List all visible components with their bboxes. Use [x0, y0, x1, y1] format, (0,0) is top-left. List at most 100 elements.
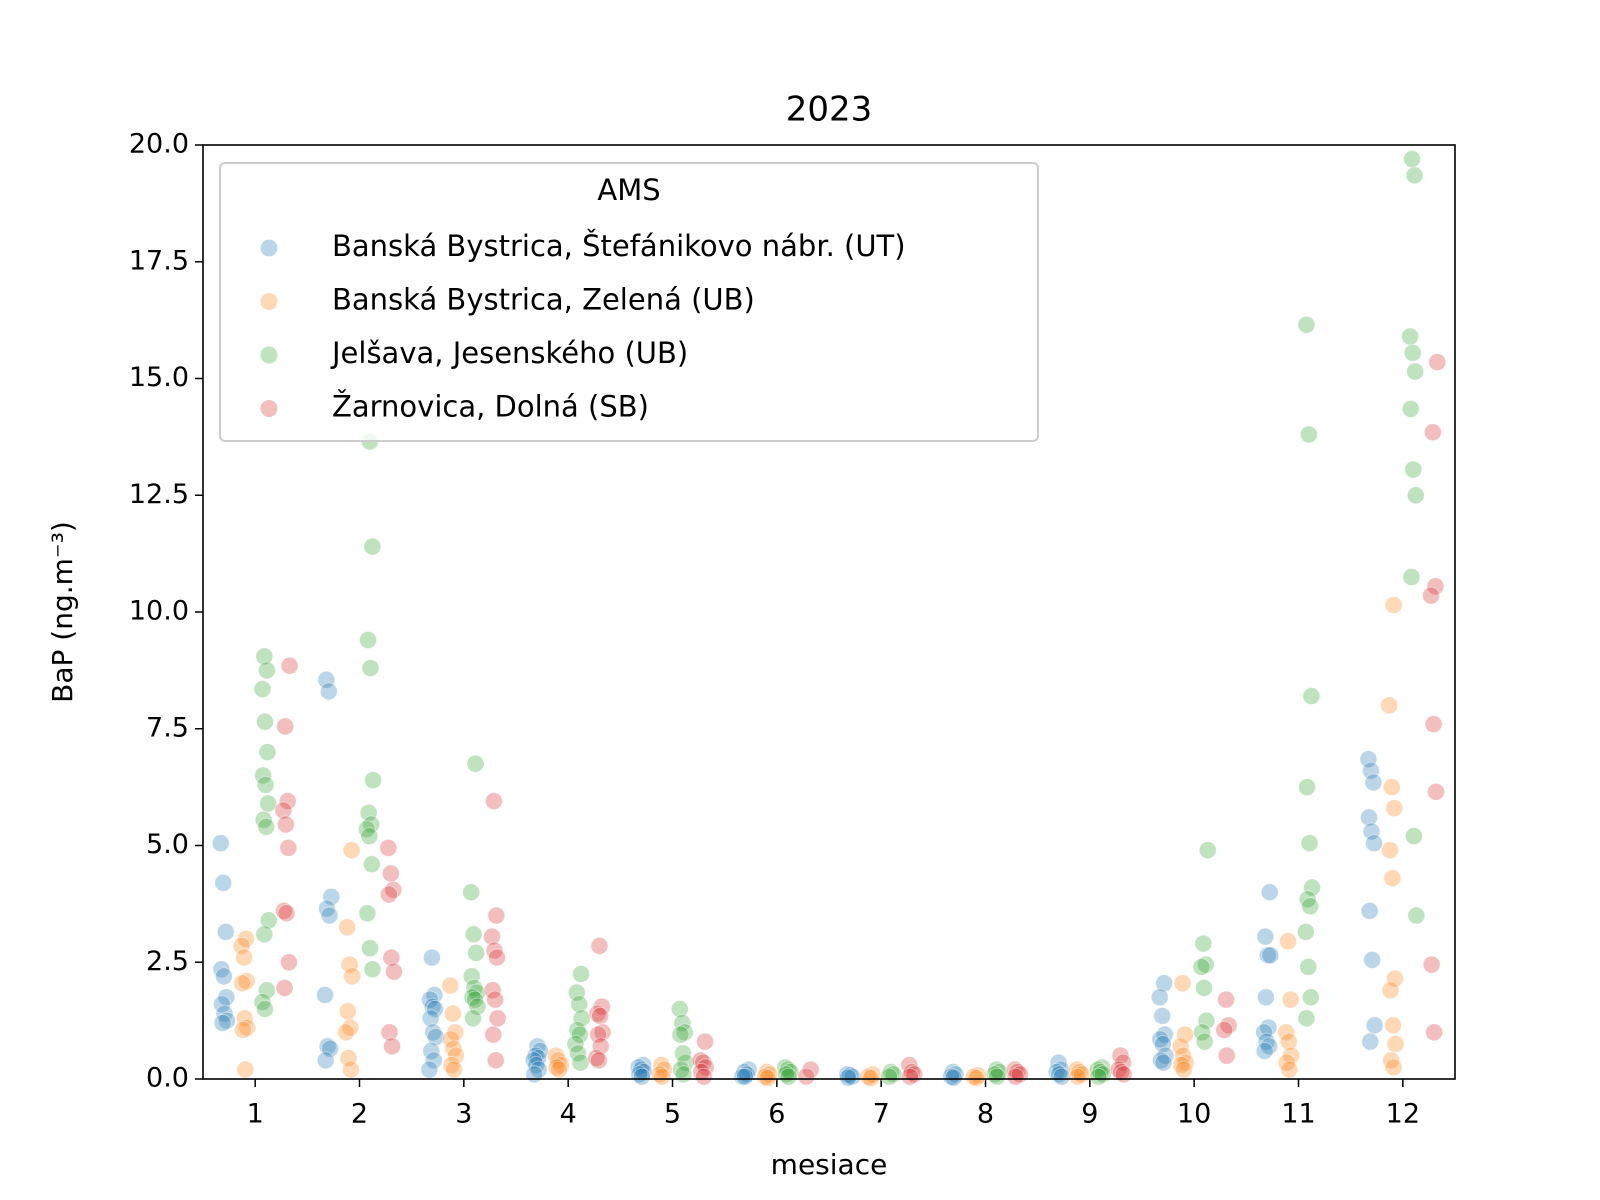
point: [1172, 1056, 1191, 1074]
x-tick-label: 11: [1281, 1099, 1315, 1130]
x-tick-label: 1: [247, 1099, 264, 1130]
point: [340, 955, 359, 974]
point: [570, 995, 589, 1014]
point: [588, 1004, 607, 1023]
point: [256, 775, 275, 794]
point: [256, 712, 274, 731]
point: [321, 1039, 339, 1058]
point: [1088, 1060, 1107, 1079]
chart-title: 2023: [786, 90, 873, 130]
point: [692, 1063, 711, 1081]
point: [363, 960, 382, 979]
point: [257, 817, 276, 836]
point: [1404, 827, 1423, 846]
point: [275, 979, 294, 997]
point: [424, 1023, 443, 1042]
x-tick-label: 12: [1386, 1099, 1420, 1130]
y-tick-label: 20.0: [129, 129, 189, 160]
point: [486, 990, 505, 1009]
point: [988, 1067, 1007, 1086]
point: [1197, 1011, 1216, 1030]
point: [343, 967, 362, 986]
point: [589, 1051, 608, 1070]
point: [1386, 1035, 1405, 1053]
point: [1111, 1046, 1130, 1065]
point: [1380, 841, 1399, 860]
point: [1301, 988, 1320, 1007]
point: [342, 841, 361, 860]
point: [424, 1051, 443, 1070]
point: [1281, 990, 1300, 1009]
point: [423, 948, 441, 967]
point: [1067, 1060, 1086, 1079]
point: [279, 838, 298, 857]
point: [1380, 696, 1399, 715]
point: [696, 1032, 714, 1051]
point: [1407, 906, 1426, 925]
y-tick-label: 5.0: [146, 829, 189, 860]
y-tick-label: 7.5: [146, 712, 189, 743]
point: [1297, 1009, 1316, 1028]
point: [317, 670, 336, 689]
point: [1402, 568, 1421, 586]
point: [1401, 399, 1420, 418]
point: [316, 986, 334, 1004]
x-axis-label: mesiace: [771, 1148, 888, 1181]
point: [236, 1060, 255, 1079]
point: [1385, 799, 1404, 818]
point: [572, 965, 591, 983]
point: [274, 801, 293, 820]
point: [235, 948, 254, 967]
point: [1403, 343, 1422, 362]
point: [587, 1049, 606, 1067]
point: [233, 1021, 252, 1039]
point: [797, 1067, 816, 1086]
y-tick-label: 17.5: [129, 245, 189, 276]
point: [361, 939, 379, 958]
point: [1424, 715, 1443, 733]
point: [1365, 834, 1383, 853]
point: [484, 792, 503, 811]
point: [1195, 979, 1213, 997]
point: [1052, 1067, 1071, 1086]
point: [568, 1021, 587, 1039]
point: [1363, 951, 1382, 969]
point: [383, 1037, 401, 1056]
point: [1277, 1053, 1296, 1072]
point: [567, 983, 586, 1002]
point: [259, 911, 278, 930]
point: [357, 820, 376, 839]
point: [1192, 958, 1211, 976]
point: [550, 1060, 568, 1079]
point: [1195, 1032, 1214, 1051]
point: [1255, 1042, 1274, 1060]
point: [359, 631, 377, 649]
point: [1279, 932, 1297, 951]
point: [591, 1037, 610, 1056]
point: [839, 1068, 857, 1087]
point: [420, 1060, 439, 1079]
point: [1403, 150, 1421, 168]
point: [987, 1060, 1006, 1079]
point: [653, 1067, 671, 1086]
point: [1301, 897, 1320, 916]
point: [464, 1009, 482, 1028]
point: [591, 1007, 609, 1025]
point: [1194, 934, 1213, 953]
point: [442, 1056, 461, 1074]
point: [1068, 1067, 1087, 1086]
point: [426, 1000, 444, 1018]
point: [547, 1058, 566, 1077]
x-tick-label: 7: [873, 1099, 890, 1130]
point: [525, 1065, 544, 1084]
point: [880, 1067, 898, 1086]
point: [488, 1009, 507, 1028]
legend-label: Jelšava, Jesenského (UB): [330, 336, 688, 370]
point: [1406, 362, 1425, 381]
point: [1153, 1035, 1172, 1053]
point: [1404, 460, 1423, 479]
point: [1423, 423, 1442, 442]
point: [213, 1014, 232, 1032]
point: [1384, 1016, 1402, 1035]
point: [486, 1051, 505, 1070]
